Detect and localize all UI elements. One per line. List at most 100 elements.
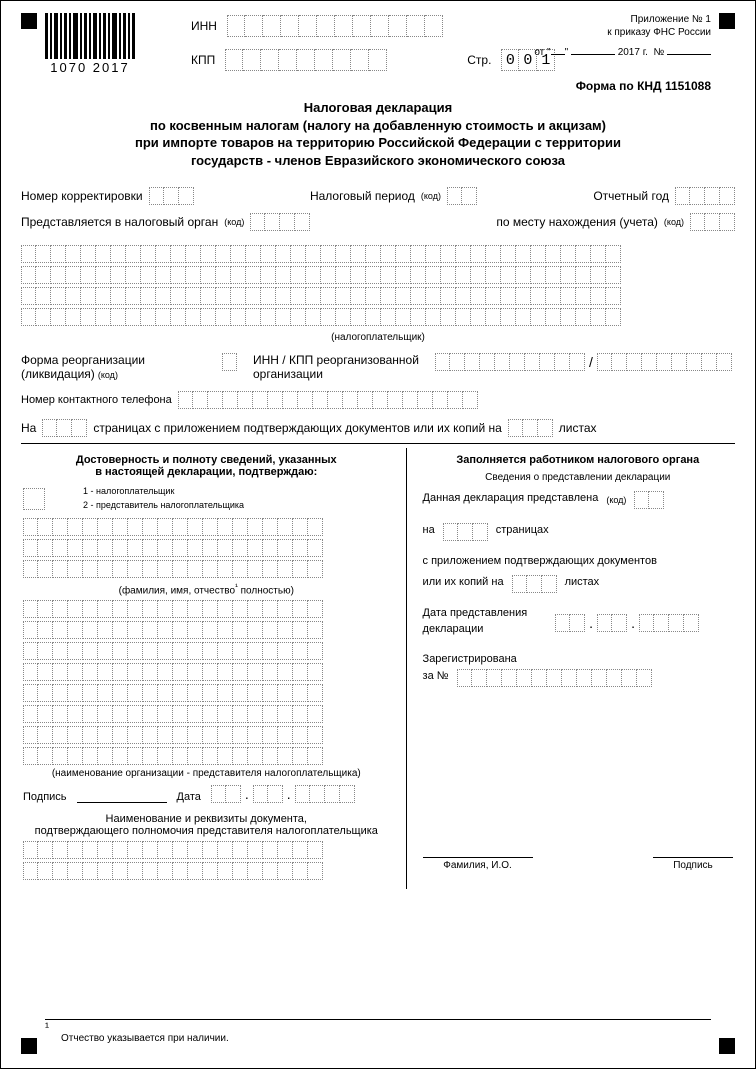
korrekt-cells[interactable]	[149, 187, 194, 205]
listah-label2: листах	[565, 576, 600, 588]
pages-cells[interactable]	[42, 419, 87, 437]
title-l4: государств - членов Евразийского экономи…	[51, 152, 705, 170]
corner-marker	[719, 13, 735, 29]
na-label2: на	[423, 524, 435, 536]
annex-line1: Приложение № 1	[534, 13, 711, 26]
attach-label: с приложением подтверждающих документов	[423, 555, 733, 567]
annex-line2: к приказу ФНС России	[534, 26, 711, 39]
reorg-code-cell[interactable]	[222, 353, 237, 371]
inn-row: ИНН	[191, 15, 443, 37]
reorg-inn-cells[interactable]	[435, 353, 585, 371]
doc-title-2: подтверждающего полномочия представителя…	[23, 825, 390, 837]
kod-label: (код)	[224, 217, 244, 227]
right-title: Заполняется работником налогового органа	[423, 454, 733, 466]
corner-marker	[21, 13, 37, 29]
top-fields-row: Номер корректировки Налоговый период (ко…	[21, 187, 735, 205]
datepred-2: декларации	[423, 623, 528, 635]
inn-cells[interactable]	[227, 15, 443, 37]
signature-line[interactable]	[77, 789, 167, 803]
kpp-label: КПП	[191, 53, 215, 67]
annex-block: Приложение № 1 к приказу ФНС России от "…	[534, 13, 711, 59]
corner-marker	[21, 1038, 37, 1054]
legend-2: 2 - представитель налогоплательщика	[83, 500, 244, 512]
barcode-number: 1070 2017	[45, 60, 135, 75]
org-note: (наименование организации - представител…	[23, 768, 390, 779]
zano-label: за №	[423, 670, 449, 682]
phone-row: Номер контактного телефона	[21, 391, 735, 409]
confirmer-code-cell[interactable]	[23, 488, 45, 510]
predstav-label: Представляется в налоговый орган	[21, 215, 218, 229]
taxpayer-sublabel: (налогоплательщик)	[21, 332, 735, 343]
podpis-label2: Подпись	[673, 860, 713, 871]
organ-cells[interactable]	[250, 213, 310, 231]
footer-rule	[45, 1019, 711, 1020]
organ-row: Представляется в налоговый орган (код) п…	[21, 213, 735, 231]
fio-lines[interactable]	[23, 518, 390, 578]
inn-label: ИНН	[191, 19, 217, 33]
pages-text: страницах с приложением подтверждающих д…	[93, 421, 501, 435]
reorg-row: Форма реорганизации (ликвидация) (код) И…	[21, 353, 735, 381]
title-l3: при импорте товаров на территорию Россий…	[51, 134, 705, 152]
phone-cells[interactable]	[178, 391, 478, 409]
year-label: 2017 г.	[618, 47, 648, 58]
kpp-row: КПП Стр. 001	[191, 49, 555, 71]
reorg-l2: (ликвидация)	[21, 367, 95, 381]
reorg-kpp-cells[interactable]	[597, 353, 732, 371]
fio-note: (фамилия, имя, отчество	[119, 585, 235, 596]
reorg-inn-l1: ИНН / КПП реорганизованной	[253, 353, 419, 367]
declaration-title: Налоговая декларация по косвенным налога…	[21, 99, 735, 169]
right-column: Заполняется работником налогового органа…	[407, 448, 735, 889]
kod-label: (код)	[421, 191, 441, 201]
kod-label: (код)	[98, 370, 118, 380]
date-cells[interactable]: . .	[211, 785, 355, 803]
orcopies-label: или их копий на	[423, 576, 504, 588]
pred-cells[interactable]	[634, 491, 664, 509]
kod-label: (код)	[664, 217, 684, 227]
date-pred-cells[interactable]: . .	[555, 614, 699, 632]
fio-label: Фамилия, И.О.	[443, 860, 512, 871]
kpp-cells[interactable]	[225, 49, 387, 71]
korrekt-label: Номер корректировки	[21, 189, 143, 203]
left-title-2: в настоящей декларации, подтверждаю:	[23, 466, 390, 478]
reorg-inn-l2: организации	[253, 367, 419, 381]
slash: /	[589, 354, 593, 370]
corner-marker	[719, 1038, 735, 1054]
data-label: Дата	[177, 791, 201, 803]
ot-label: от	[534, 47, 544, 58]
stranicah-label: страницах	[496, 524, 549, 536]
legend-1: 1 - налогоплательщик	[83, 486, 244, 498]
attach-cells[interactable]	[508, 419, 553, 437]
barcode: 1070 2017	[45, 13, 135, 75]
regno-cells[interactable]	[457, 669, 652, 687]
zareg-label: Зарегистрирована	[423, 653, 733, 665]
footnote: Отчество указывается при наличии.	[61, 1033, 229, 1044]
fio-star: ¹	[235, 581, 238, 591]
title-l1: Налоговая декларация	[51, 99, 705, 117]
doc-lines[interactable]	[23, 841, 390, 880]
phone-label: Номер контактного телефона	[21, 394, 172, 406]
pomestu-label: по месту нахождения (учета)	[496, 215, 658, 229]
copies-cells[interactable]	[512, 575, 557, 593]
pomestu-cells[interactable]	[690, 213, 735, 231]
doc-title-1: Наименование и реквизиты документа,	[23, 813, 390, 825]
taxpayer-name-lines[interactable]	[21, 245, 735, 326]
datepred-1: Дата представления	[423, 607, 528, 619]
year-label: Отчетный год	[593, 189, 669, 203]
form-code: Форма по КНД 1151088	[576, 79, 711, 93]
page-label: Стр.	[467, 53, 491, 67]
pred-label: Данная декларация представлена	[423, 492, 599, 504]
footnote-star: ¹	[45, 1020, 49, 1034]
kod-label: (код)	[606, 495, 626, 505]
left-column: Достоверность и полноту сведений, указан…	[21, 448, 407, 889]
tax-declaration-page: 1070 2017 ИНН КПП Стр. 001 Приложение № …	[0, 0, 756, 1069]
org-lines[interactable]	[23, 600, 390, 765]
left-title-1: Достоверность и полноту сведений, указан…	[23, 454, 390, 466]
two-column-section: Достоверность и полноту сведений, указан…	[21, 448, 735, 889]
na2-cells[interactable]	[443, 523, 488, 541]
reorg-l1: Форма реорганизации	[21, 353, 206, 367]
title-l2: по косвенным налогам (налогу на добавлен…	[51, 117, 705, 135]
listah-label: листах	[559, 421, 597, 435]
numero-label: №	[653, 47, 664, 58]
year-cells[interactable]	[675, 187, 735, 205]
period-cells[interactable]	[447, 187, 477, 205]
